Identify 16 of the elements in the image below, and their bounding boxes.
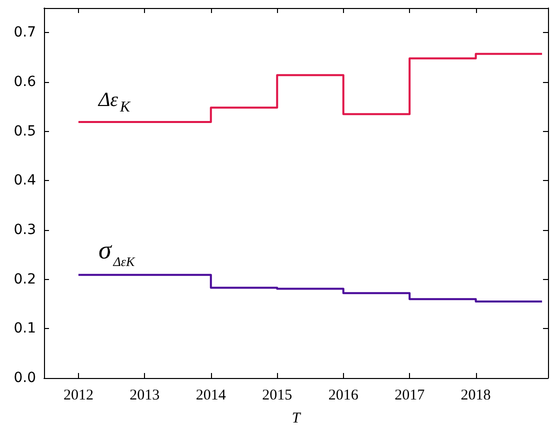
x-tick-label: 2012 xyxy=(63,388,94,404)
y-tick-label: 0.2 xyxy=(14,271,36,288)
x-tick-label: 2017 xyxy=(394,388,426,404)
y-tick-label: 0.0 xyxy=(14,370,36,386)
x-tick-label: 2015 xyxy=(262,388,292,404)
y-tick-label: 0.6 xyxy=(14,74,36,90)
x-axis-title: T xyxy=(292,410,302,426)
x-tick-label: 2013 xyxy=(130,388,160,404)
x-tick-label: 2018 xyxy=(460,388,491,404)
y-tick-label: 0.5 xyxy=(14,123,36,140)
y-tick-label: 0.7 xyxy=(14,24,36,41)
y-tick-label: 0.4 xyxy=(14,172,36,189)
y-tick-label: 0.3 xyxy=(14,222,36,238)
x-tick-label: 2014 xyxy=(196,388,226,404)
y-tick-label: 0.1 xyxy=(14,320,36,337)
x-tick-label: 2016 xyxy=(328,388,359,404)
